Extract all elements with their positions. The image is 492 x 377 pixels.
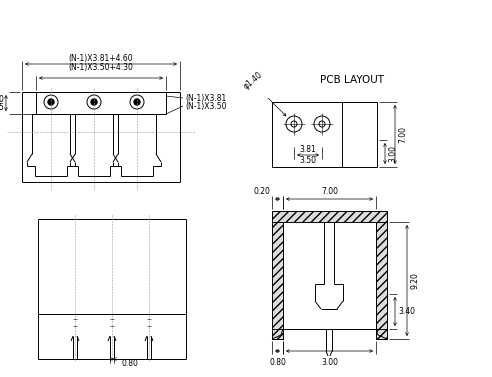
Text: (N-1)X3.50: (N-1)X3.50 (185, 101, 226, 110)
Bar (376, 211, 387, 339)
Text: 3.40: 3.40 (398, 307, 415, 316)
Text: (N-1)X3.81: (N-1)X3.81 (185, 93, 226, 103)
Bar (272, 329, 283, 339)
Bar (272, 211, 283, 339)
Text: 3.00: 3.00 (321, 358, 338, 367)
Text: (N-1)X3.81+4.60: (N-1)X3.81+4.60 (69, 55, 133, 63)
Text: 3.00: 3.00 (388, 145, 397, 162)
Text: PCB LAYOUT: PCB LAYOUT (319, 75, 383, 85)
Bar (272, 211, 387, 222)
Text: 2.30: 2.30 (0, 95, 4, 104)
Text: 3.50: 3.50 (300, 156, 316, 165)
Bar (376, 329, 387, 339)
Text: 0.80: 0.80 (122, 359, 139, 368)
Text: φ1.40: φ1.40 (242, 70, 264, 91)
Text: 0.20: 0.20 (253, 187, 270, 196)
Text: 9.20: 9.20 (410, 272, 419, 289)
Circle shape (91, 99, 97, 105)
Text: 7.00: 7.00 (398, 126, 407, 143)
Text: 2.15: 2.15 (0, 103, 4, 112)
Text: 3.81: 3.81 (300, 146, 316, 155)
Text: 0.80: 0.80 (269, 358, 286, 367)
Text: 7.00: 7.00 (321, 187, 338, 196)
Circle shape (134, 99, 140, 105)
Circle shape (48, 99, 54, 105)
Text: (N-1)X3.50+4.30: (N-1)X3.50+4.30 (68, 63, 133, 72)
